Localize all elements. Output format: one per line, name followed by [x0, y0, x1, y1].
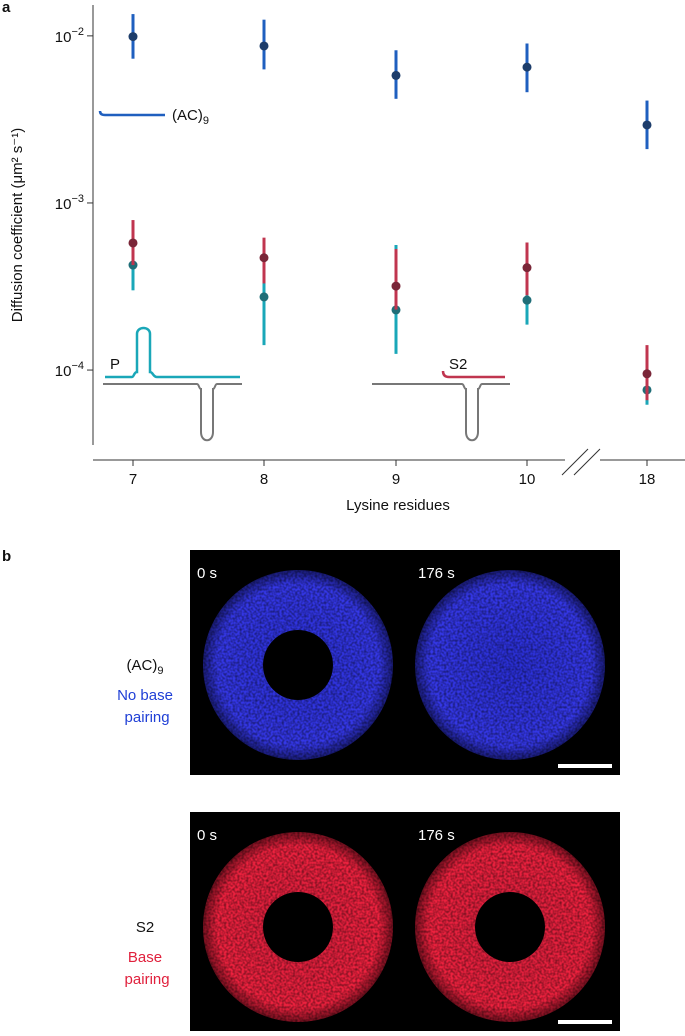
x-axis-title: Lysine residues [346, 497, 450, 514]
mean-dot [128, 238, 138, 248]
x-tick-label: 18 [639, 471, 656, 488]
y-tick-label: 10−3 [55, 193, 84, 213]
time-label: 0 s [197, 565, 217, 582]
scale-bar [558, 764, 612, 768]
time-label: 176 s [418, 827, 455, 844]
scale-bar [558, 1020, 612, 1024]
target-schematic [372, 383, 510, 442]
p-schematic [105, 326, 240, 379]
ac9-schematic [98, 110, 165, 117]
row-name: S2 [136, 919, 154, 936]
row-description: No base pairing [117, 687, 173, 726]
droplet-grain [415, 832, 605, 1022]
x-tick-label: 7 [129, 471, 137, 488]
x-tick-label: 10 [519, 471, 536, 488]
row-name: (AC)9 [127, 657, 164, 677]
axis-break [561, 448, 601, 476]
panel-b: 0 s 176 s (AC)9 No base pairing 0 s 176 s S2 Ba… [117, 550, 620, 1031]
series-label: P [110, 356, 120, 373]
mean-dot [259, 292, 269, 302]
y-axis-title: Diffusion coefficient (μm² s⁻¹) [9, 128, 26, 322]
panel-label: a [2, 0, 11, 16]
y-tick-label: 10−4 [55, 360, 84, 380]
series-label: (AC)9 [172, 107, 209, 127]
mean-dot [642, 369, 652, 379]
droplet-grain [415, 570, 605, 760]
mean-dot [391, 281, 401, 291]
y-tick-label: 10−2 [55, 26, 84, 46]
mean-dot [522, 263, 532, 273]
x-tick-label: 8 [260, 471, 268, 488]
s2-schematic [441, 370, 505, 379]
time-label: 176 s [418, 565, 455, 582]
target-schematic [103, 383, 242, 442]
x-tick-label: 9 [392, 471, 400, 488]
mean-dot [391, 305, 401, 315]
mean-dot [128, 32, 138, 42]
panel-label: b [2, 548, 11, 565]
mean-dot [259, 253, 269, 263]
series-label: S2 [449, 356, 467, 373]
mean-dot [259, 41, 269, 51]
mean-dot [522, 295, 532, 305]
mean-dot [522, 62, 532, 72]
mean-dot [391, 70, 401, 80]
row-description: Base pairing [120, 949, 169, 988]
droplet-grain [203, 570, 393, 760]
mean-dot [642, 120, 652, 130]
droplet-grain [203, 832, 393, 1022]
time-label: 0 s [197, 827, 217, 844]
